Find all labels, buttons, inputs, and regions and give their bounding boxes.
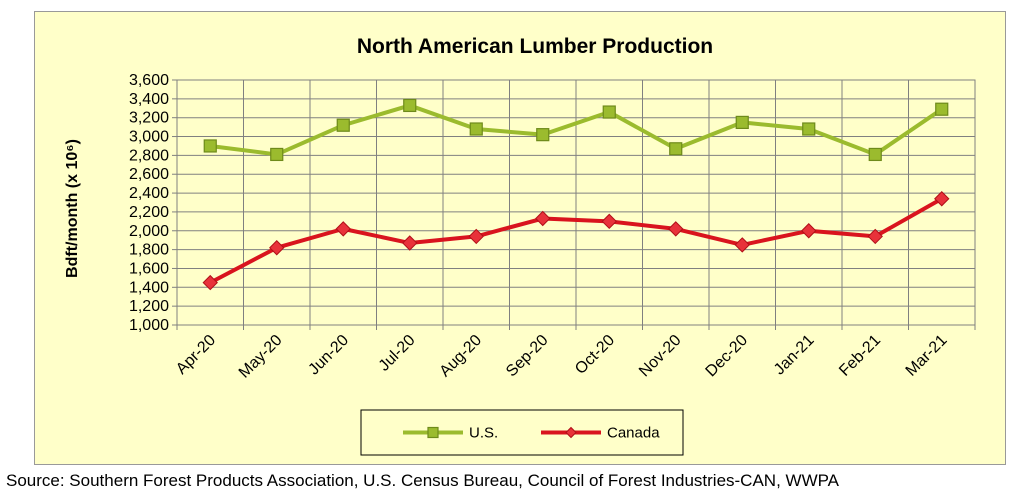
y-tick-label: 2,000 [129,223,169,240]
y-tick-label: 2,200 [129,204,169,221]
data-point-us [802,122,816,136]
x-tick-label: Sep-20 [503,332,552,381]
x-tick-label: Mar-21 [903,332,951,380]
legend-us-marker [427,426,439,439]
y-tick-label: 1,000 [129,317,169,334]
x-tick-label: Dec-20 [703,332,752,381]
chart-area: North American Lumber Production Bdft/mo… [34,11,1006,465]
x-tick-label: Jun-20 [305,332,352,379]
y-tick-label: 2,400 [129,185,169,202]
data-point-canada [468,228,484,245]
series-line-0 [209,103,943,157]
data-point-us [536,128,550,142]
y-tick-label: 3,200 [129,110,169,127]
legend-us-label: U.S. [469,425,498,442]
data-point-canada [734,237,750,253]
source-note: Source: Southern Forest Products Associa… [6,471,840,490]
data-point-us [270,147,284,162]
x-tick-label: May-20 [236,332,286,382]
series-line-1 [209,196,943,285]
data-point-canada [402,235,418,251]
data-point-canada [668,221,684,237]
data-point-us [203,139,217,153]
data-point-canada [335,221,351,237]
x-tick-label: Oct-20 [572,332,618,378]
y-tick-label: 1,200 [129,298,169,315]
y-tick-label: 3,000 [129,129,169,146]
data-point-canada [269,240,285,256]
data-point-us [336,118,350,132]
y-tick-label: 3,400 [129,91,169,108]
x-tick-label: Jul-20 [376,332,419,375]
y-tick-label: 3,600 [129,72,169,89]
grid-lines [176,79,976,330]
y-tick-label: 2,600 [129,166,169,183]
data-point-us [868,147,882,162]
x-tick-label: Apr-20 [173,332,219,378]
legend-canada-label: Canada [607,425,660,442]
data-point-canada [535,210,551,227]
chart-title: North American Lumber Production [357,35,713,58]
x-tick-label: Aug-20 [437,332,486,381]
series-layer [202,98,950,291]
y-tick-label: 1,800 [129,242,169,259]
data-point-us [735,115,749,130]
data-point-canada [934,191,950,207]
data-point-us [469,122,483,136]
data-point-canada [867,228,883,245]
x-tick-label: Jan-21 [771,332,818,379]
data-point-canada [601,213,617,230]
x-tick-label: Nov-20 [636,332,685,381]
data-point-us [669,142,683,156]
x-tick-label: Feb-21 [836,332,884,380]
chart-svg: North American Lumber Production Bdft/mo… [64,35,976,456]
data-point-canada [202,274,218,291]
data-point-us [403,98,417,113]
y-tick-label: 1,400 [129,279,169,296]
legend-canada-marker [565,426,577,439]
data-point-canada [801,223,817,239]
y-tick-label: 1,600 [129,260,169,277]
data-point-us [602,105,616,119]
data-point-us [935,102,949,116]
y-tick-label: 2,800 [129,147,169,164]
y-axis-label: Bdft/month (x 10⁶) [64,139,81,278]
legend: U.S. Canada [360,409,684,456]
